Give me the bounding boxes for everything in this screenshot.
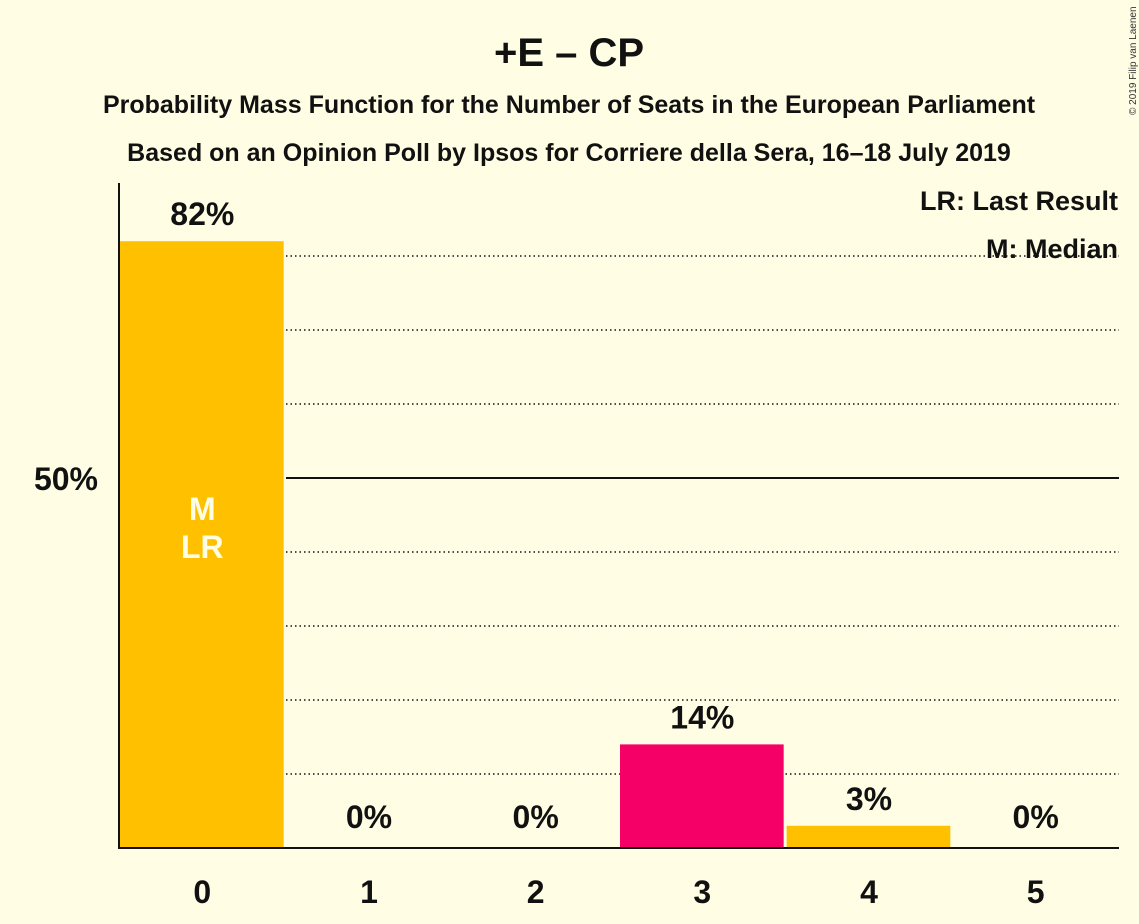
x-tick-label-1: 1	[360, 874, 378, 910]
bar-3	[620, 744, 784, 848]
chart-subtitle-1: Probability Mass Function for the Number…	[103, 91, 1036, 119]
x-tick-labels: 0 1 2 3 4 5	[193, 874, 1044, 910]
bar-value-labels: 82% MLR 0% 0% 14% 3% 0%	[170, 196, 1058, 835]
bar-value-label-0: 82%	[170, 196, 234, 232]
bar-0	[120, 241, 284, 848]
bar-value-label-3: 14%	[670, 699, 734, 735]
legend-median: M: Median	[986, 234, 1118, 264]
x-tick-label-0: 0	[193, 874, 211, 910]
x-tick-label-5: 5	[1027, 874, 1045, 910]
y-tick-label-50: 50%	[34, 461, 98, 497]
legend-last-result: LR: Last Result	[920, 186, 1118, 216]
gridlines	[286, 255, 1119, 775]
bars	[120, 241, 951, 848]
bar-value-label-5: 0%	[1013, 799, 1059, 835]
bar-value-label-2: 0%	[513, 799, 559, 835]
bar-marker-lr: LR	[181, 529, 224, 565]
x-tick-label-4: 4	[860, 874, 878, 910]
x-tick-label-3: 3	[693, 874, 711, 910]
bar-value-label-4: 3%	[846, 781, 892, 817]
chart-title: +E – CP	[494, 31, 644, 75]
chart-subtitle-2: Based on an Opinion Poll by Ipsos for Co…	[127, 139, 1011, 167]
copyright-text: © 2019 Filip van Laenen	[1128, 6, 1139, 115]
bar-marker-m: M	[189, 491, 216, 527]
bar-4	[786, 825, 951, 848]
x-tick-label-2: 2	[527, 874, 545, 910]
bar-value-label-1: 0%	[346, 799, 392, 835]
